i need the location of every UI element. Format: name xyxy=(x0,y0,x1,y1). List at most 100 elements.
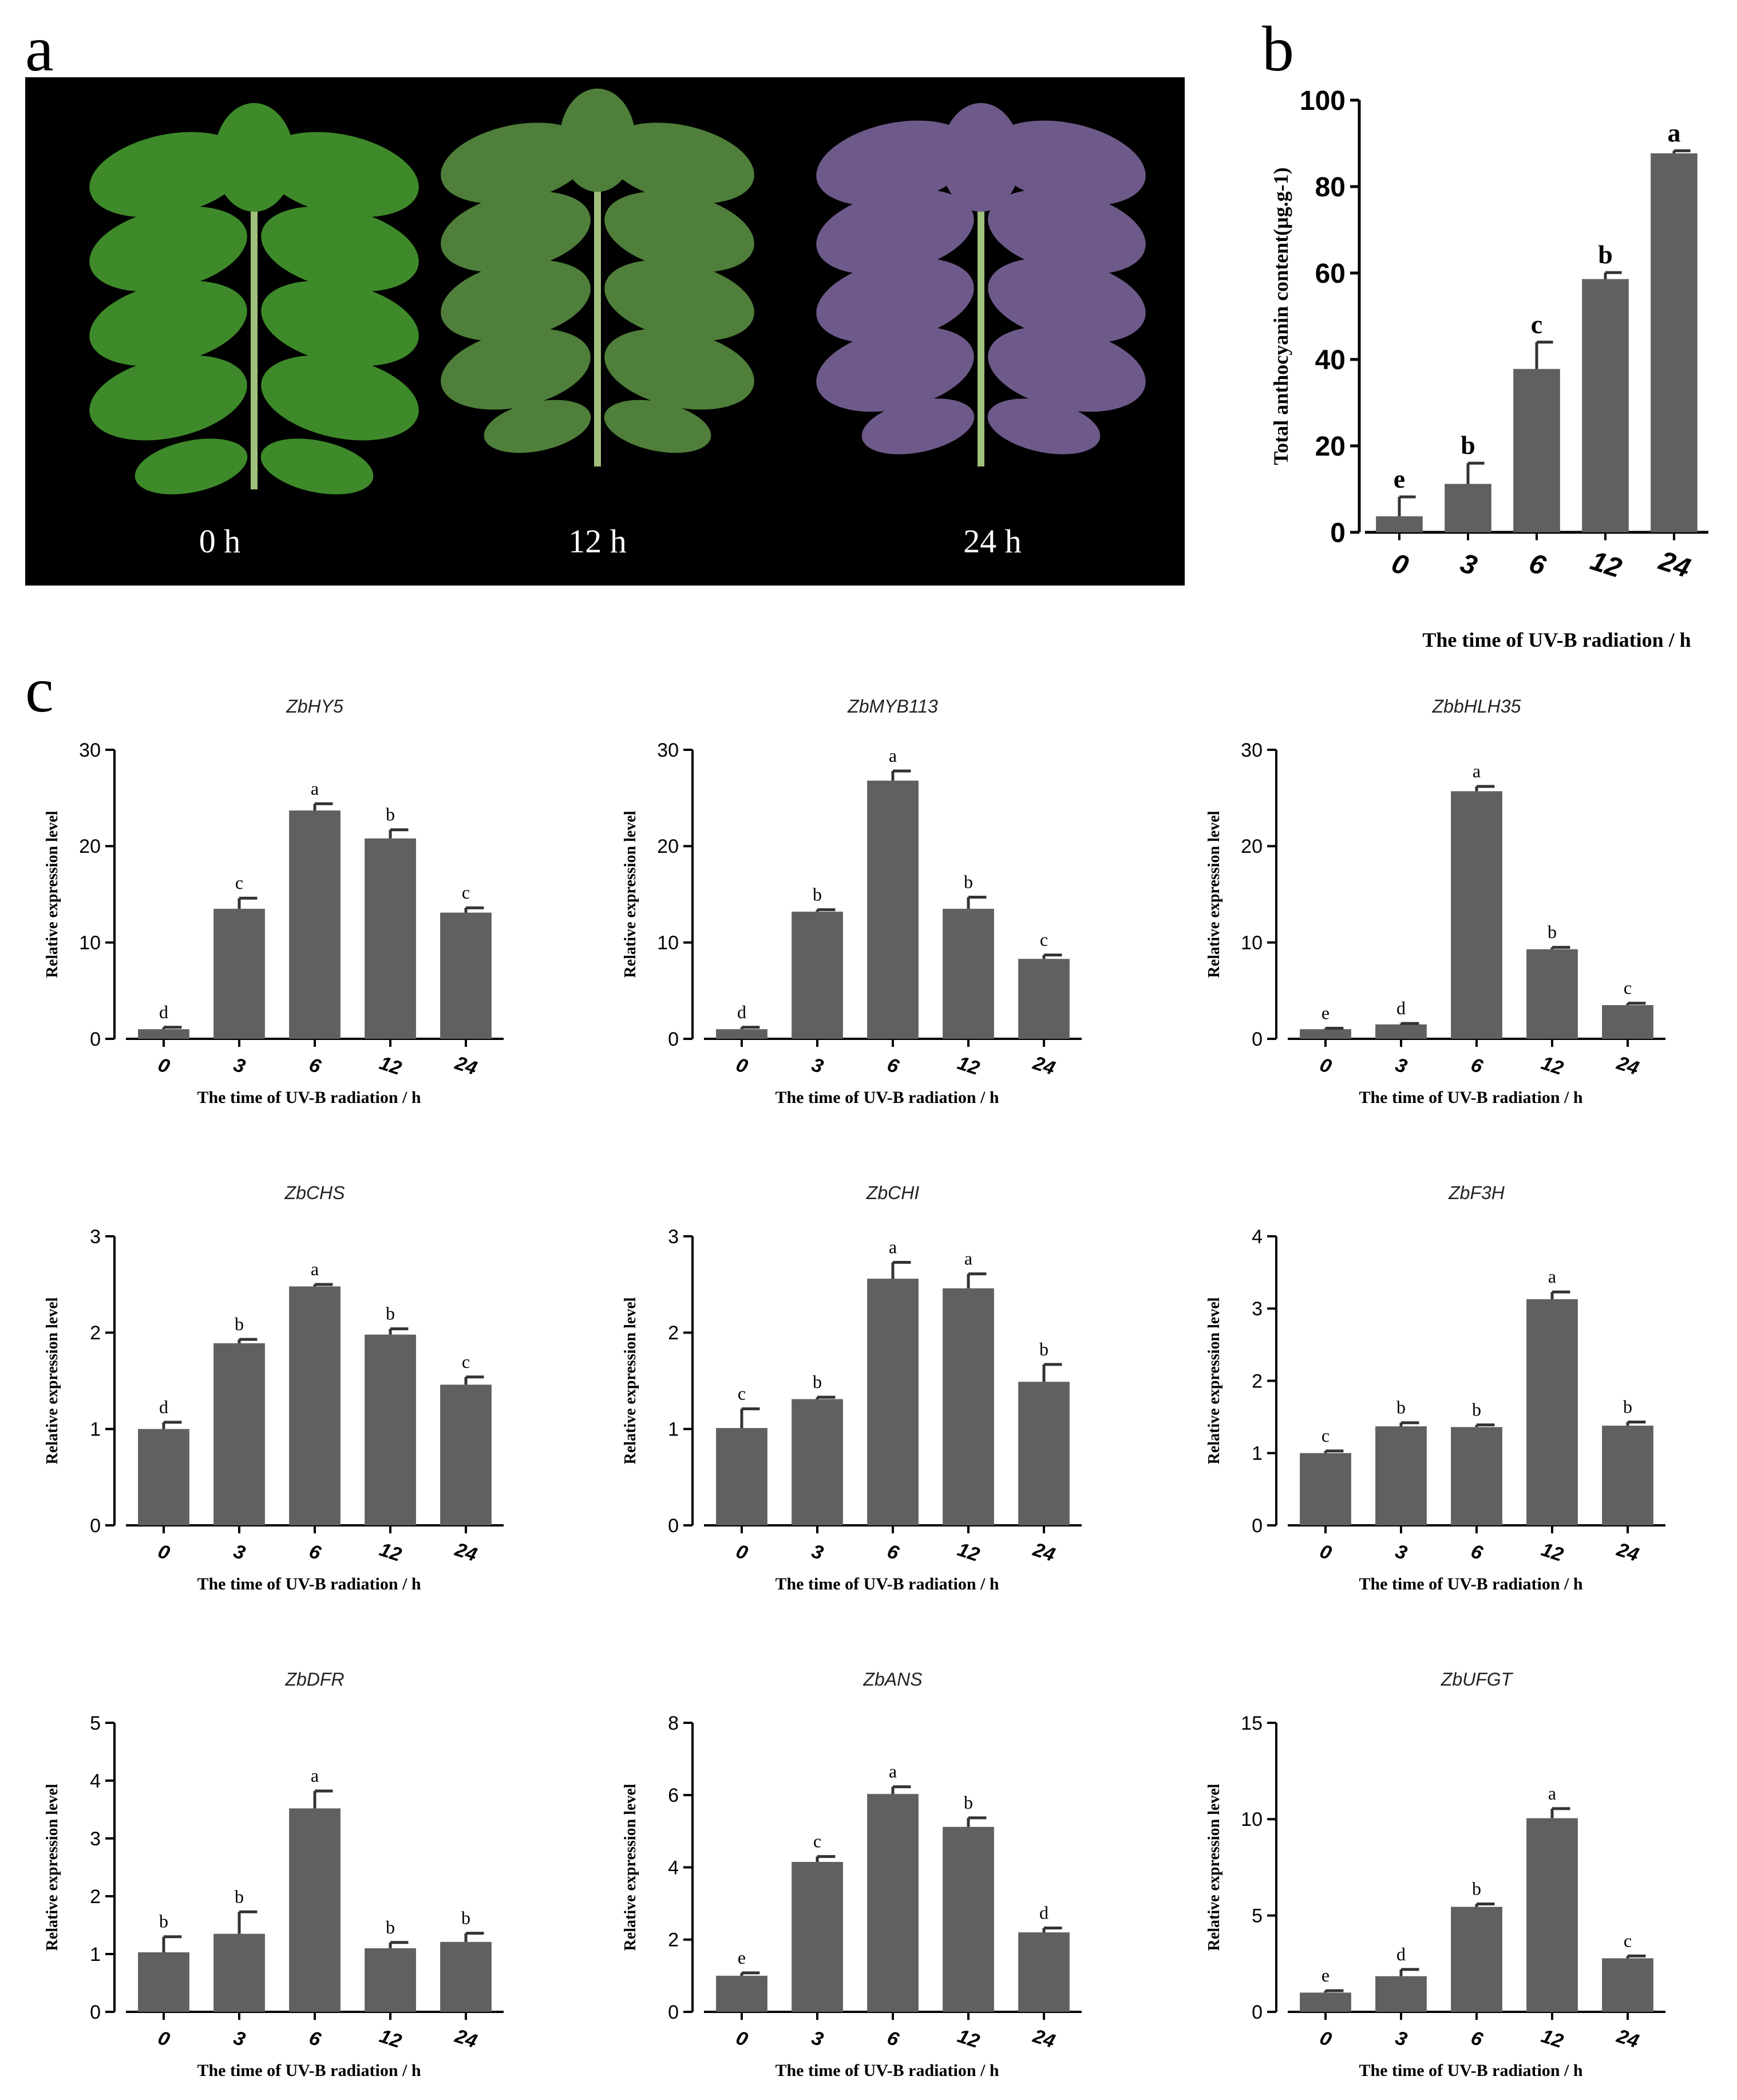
x-tick-label: 3 xyxy=(231,1054,248,1078)
leaflet-right xyxy=(988,120,1146,206)
significance-letter: a xyxy=(1548,1266,1556,1287)
x-tick-label: 6 xyxy=(1525,548,1549,582)
significance-letter: b xyxy=(386,1303,395,1324)
significance-letter: a xyxy=(1473,761,1481,781)
x-tick-label: 24 xyxy=(1613,2025,1641,2052)
significance-letter: d xyxy=(1039,1903,1048,1923)
y-tick-label: 0 xyxy=(1252,1515,1263,1537)
x-tick-label: 3 xyxy=(809,2027,826,2051)
chart-title: ZbbHLH35 xyxy=(1432,696,1521,717)
chart-zbbhlh35: ZbbHLH35 0 10 20 30 e 0 d 3 a 6 b 12 c 24 The time of U… xyxy=(1179,690,1728,1113)
chart-zbufgt: ZbUFGT 0 5 10 15 e 0 d 3 b 6 a 12 c 24 The time of UV-B… xyxy=(1179,1663,1728,2086)
x-tick-label: 6 xyxy=(884,1054,902,1078)
significance-letter: c xyxy=(1531,310,1542,339)
chart-zbhy5: ZbHY5 0 10 20 30 d 0 c 3 a 6 b 12 c 24 The time of UV-B… xyxy=(17,690,567,1113)
bar xyxy=(213,1933,265,2012)
y-tick-label: 1 xyxy=(90,1419,101,1441)
photo-label-0h: 0 h xyxy=(199,523,241,560)
bar xyxy=(365,1334,416,1525)
significance-letter: b xyxy=(1548,922,1557,942)
x-tick-label: 12 xyxy=(377,1539,404,1566)
leaflet-right xyxy=(604,260,754,341)
y-tick-label: 15 xyxy=(1241,1713,1263,1734)
bar xyxy=(1651,153,1698,532)
significance-letter: b xyxy=(813,884,822,904)
significance-letter: b xyxy=(1598,240,1613,269)
chart-zbchs: ZbCHS 0 1 2 3 d 0 b 3 a 6 b 12 c 24 The time of UV-B ra… xyxy=(17,1176,567,1600)
x-tick-label: 24 xyxy=(1030,1052,1058,1079)
significance-letter: c xyxy=(1624,978,1632,998)
significance-letter: a xyxy=(889,1236,897,1257)
x-axis-label: The time of UV-B radiation / h xyxy=(1359,1575,1582,1593)
leaflet-right xyxy=(987,398,1101,454)
y-tick-label: 20 xyxy=(657,836,679,857)
leaflet-left xyxy=(134,438,248,495)
significance-letter: e xyxy=(1321,1002,1330,1023)
significance-letter: b xyxy=(1396,1397,1406,1418)
bar xyxy=(1451,791,1502,1039)
x-tick-label: 6 xyxy=(1468,1054,1486,1078)
bar xyxy=(213,908,265,1039)
bar xyxy=(1300,1453,1351,1525)
x-tick-label: 0 xyxy=(155,1540,172,1564)
y-tick-label: 6 xyxy=(668,1785,679,1806)
significance-letter: b xyxy=(813,1371,822,1392)
leaflet-left xyxy=(441,191,591,272)
significance-letter: c xyxy=(1624,1930,1632,1951)
bar xyxy=(1018,1932,1070,2012)
significance-letter: a xyxy=(1668,118,1681,147)
panel-b-label: b xyxy=(1262,14,1294,85)
bar xyxy=(138,1952,189,2012)
significance-letter: a xyxy=(311,1765,319,1786)
bar xyxy=(1376,516,1423,532)
x-tick-label: 6 xyxy=(1468,1540,1486,1564)
y-tick-label: 1 xyxy=(668,1419,679,1441)
leaflet-right xyxy=(604,191,754,272)
y-tick-label: 80 xyxy=(1315,172,1346,203)
leaf-compound-12h xyxy=(441,88,754,466)
leaf-illustration: 0 h 12 h 24 h xyxy=(89,88,1146,560)
chart-title: ZbCHS xyxy=(284,1183,345,1203)
y-tick-label: 0 xyxy=(668,1029,679,1050)
bar xyxy=(1018,1382,1070,1525)
leaflet-right xyxy=(260,438,374,495)
significance-letter: b xyxy=(1461,430,1475,460)
x-tick-label: 3 xyxy=(809,1054,826,1078)
bar xyxy=(1451,1427,1502,1525)
x-tick-label: 0 xyxy=(1388,548,1412,582)
leaflet-right xyxy=(261,132,419,217)
bar xyxy=(440,912,492,1039)
y-tick-label: 60 xyxy=(1315,259,1346,289)
leaflet-left xyxy=(484,400,591,453)
leaflet-right xyxy=(604,400,711,453)
y-axis-label: Relative expression level xyxy=(622,810,639,978)
x-axis-label: The time of UV-B radiation / h xyxy=(775,2061,999,2080)
significance-letter: a xyxy=(311,778,319,798)
significance-letter: a xyxy=(964,1248,972,1269)
bar xyxy=(1018,959,1070,1039)
bar xyxy=(440,1385,492,1525)
leaflet-terminal xyxy=(941,103,1021,212)
y-axis-label: Relative expression level xyxy=(1205,1783,1223,1951)
leaflet-right xyxy=(261,355,419,441)
bar xyxy=(867,1279,919,1525)
significance-letter: b xyxy=(159,1911,168,1932)
bar xyxy=(1451,1907,1502,2012)
y-tick-label: 30 xyxy=(657,739,679,761)
x-tick-label: 0 xyxy=(733,1054,750,1078)
x-tick-label: 3 xyxy=(231,2027,248,2051)
y-tick-label: 10 xyxy=(79,932,101,954)
y-tick-label: 3 xyxy=(90,1828,101,1850)
leaflet-left xyxy=(89,355,247,441)
y-tick-label: 5 xyxy=(90,1713,101,1734)
significance-letter: a xyxy=(889,1761,897,1782)
x-tick-label: 0 xyxy=(155,1054,172,1078)
leaflet-left xyxy=(816,120,974,206)
x-tick-label: 12 xyxy=(955,1539,982,1566)
y-tick-label: 5 xyxy=(1252,1905,1263,1927)
bar xyxy=(1375,1976,1427,2012)
y-tick-label: 3 xyxy=(668,1226,679,1248)
photo-label-12h: 12 h xyxy=(568,523,627,560)
